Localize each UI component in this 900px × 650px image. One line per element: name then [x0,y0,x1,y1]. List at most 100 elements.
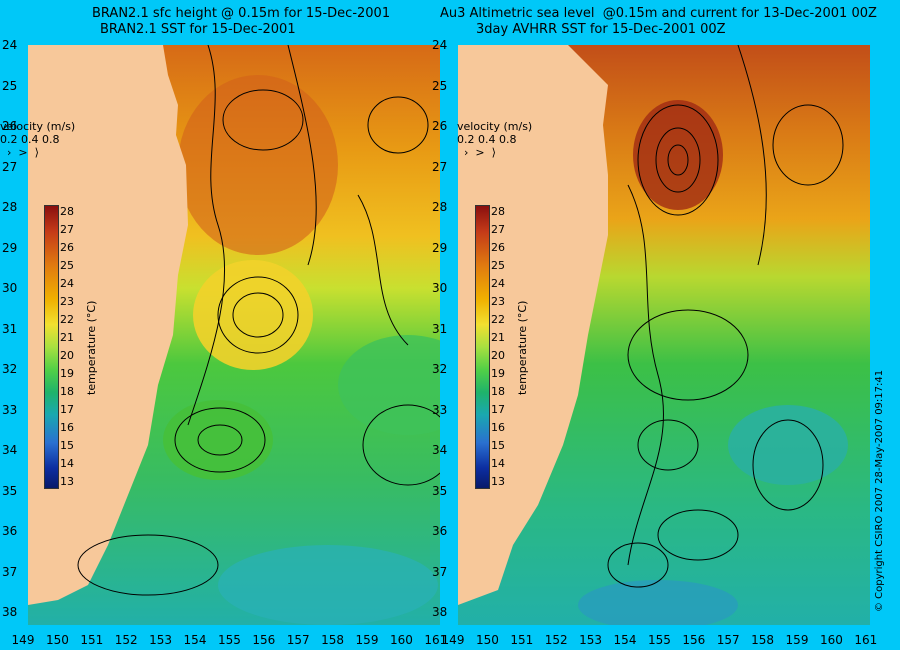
lat-tick-label: 30 [2,281,18,295]
colorbar-tick-label: 22 [491,313,505,326]
colorbar-tick-label: 13 [60,475,74,488]
lat-tick-label: 30 [432,281,448,295]
colorbar-tick-label: 22 [60,313,74,326]
colorbar-tick-label: 14 [491,457,505,470]
left-title-line2: BRAN2.1 SST for 15-Dec-2001 [100,22,296,37]
velocity-arrows-icon: › > ⟩ [0,146,39,159]
colorbar-tick-label: 20 [60,349,74,362]
lon-tick-label: 156 [252,633,276,647]
lon-tick-label: 149 [11,633,35,647]
left-colorbar-label: temperature (°C) [85,300,98,395]
left-velocity-legend: velocity (m/s) 0.2 0.4 0.8 › > ⟩ [0,120,75,159]
lat-tick-label: 34 [432,443,448,457]
lat-tick-label: 26 [432,119,448,133]
colorbar-tick-label: 19 [491,367,505,380]
lon-tick-label: 153 [149,633,173,647]
lon-tick-label: 157 [286,633,310,647]
velocity-legend-title: velocity (m/s) [457,120,533,133]
colorbar-tick-label: 27 [491,223,505,236]
right-title-line2: 3day AVHRR SST for 15-Dec-2001 00Z [476,22,726,37]
lon-tick-label: 161 [424,633,448,647]
lat-tick-label: 28 [432,200,448,214]
colorbar-tick-label: 15 [60,439,74,452]
velocity-legend-values: 0.2 0.4 0.8 [0,133,60,146]
lat-tick-label: 32 [2,362,18,376]
lat-tick-label: 33 [2,402,18,417]
colorbar-tick-label: 18 [491,385,505,398]
lon-tick-label: 160 [819,633,843,647]
colorbar-tick-label: 24 [491,277,505,290]
velocity-arrows-icon: › > ⟩ [457,146,496,159]
colorbar-tick-label: 28 [60,205,74,218]
lat-tick-label: 34 [2,443,18,457]
colorbar-tick-label: 26 [491,241,505,254]
lat-tick-label: 38 [432,605,448,619]
lon-tick-label: 161 [854,633,878,647]
colorbar-tick-label: 21 [60,331,74,344]
lon-tick-label: 154 [183,633,207,647]
right-sst-map [458,45,870,625]
lon-tick-label: 159 [355,633,379,647]
colorbar-tick-label: 23 [60,295,74,308]
lon-tick-label: 151 [510,633,534,647]
colorbar-tick-label: 19 [60,367,74,380]
colorbar-tick-label: 21 [491,331,505,344]
colorbar-tick-label: 14 [60,457,74,470]
colorbar-tick-label: 15 [491,439,505,452]
lon-tick-label: 150 [475,633,499,647]
lon-tick-label: 149 [441,633,465,647]
lat-tick-label: 36 [432,524,448,538]
velocity-legend-title: velocity (m/s) [0,120,76,133]
lat-tick-label: 26 [2,119,18,133]
colorbar-tick-label: 16 [491,421,505,434]
left-map-panel [28,45,440,625]
colorbar-tick-label: 26 [60,241,74,254]
lat-tick-label: 27 [432,159,448,174]
colorbar-tick-label: 17 [491,403,505,416]
lat-tick-label: 31 [432,321,448,336]
colorbar-tick-label: 24 [60,277,74,290]
lat-tick-label: 33 [432,402,448,417]
lon-tick-label: 160 [389,633,413,647]
lat-tick-label: 25 [432,78,448,93]
colorbar-tick-label: 16 [60,421,74,434]
lon-tick-label: 153 [579,633,603,647]
colorbar-tick-label: 23 [491,295,505,308]
left-title-line1: BRAN2.1 sfc height @ 0.15m for 15-Dec-20… [92,6,391,21]
lon-tick-label: 152 [114,633,138,647]
right-title-line1: Au3 Altimetric sea level @0.15m and curr… [440,6,877,21]
left-sst-map [28,45,440,625]
lat-tick-label: 25 [2,78,18,93]
lon-tick-label: 156 [682,633,706,647]
lat-tick-label: 24 [2,38,18,52]
lat-tick-label: 35 [2,483,18,498]
lon-tick-label: 152 [544,633,568,647]
right-colorbar-label: temperature (°C) [516,300,529,395]
lon-tick-label: 159 [785,633,809,647]
lat-tick-label: 36 [2,524,18,538]
right-map-panel [458,45,870,625]
velocity-legend-values: 0.2 0.4 0.8 [457,133,517,146]
lat-tick-label: 29 [432,240,448,255]
lon-tick-label: 154 [613,633,637,647]
lat-tick-label: 37 [432,564,448,579]
left-colorbar [44,205,59,489]
lat-tick-label: 28 [2,200,18,214]
lon-tick-label: 158 [321,633,345,647]
lat-tick-label: 35 [432,483,448,498]
colorbar-tick-label: 17 [60,403,74,416]
lat-tick-label: 27 [2,159,18,174]
lat-tick-label: 32 [432,362,448,376]
colorbar-tick-label: 13 [491,475,505,488]
right-velocity-legend: velocity (m/s) 0.2 0.4 0.8 › > ⟩ [457,120,532,159]
lon-tick-label: 158 [751,633,775,647]
lon-tick-label: 155 [217,633,241,647]
copyright-text: © Copyright CSIRO 2007 28-May-2007 09:17… [874,369,885,612]
lat-tick-label: 38 [2,605,18,619]
lat-tick-label: 29 [2,240,18,255]
lat-tick-label: 24 [432,38,448,52]
colorbar-tick-label: 28 [491,205,505,218]
lon-tick-label: 151 [80,633,104,647]
colorbar-tick-label: 25 [60,259,74,272]
lat-tick-label: 37 [2,564,18,579]
